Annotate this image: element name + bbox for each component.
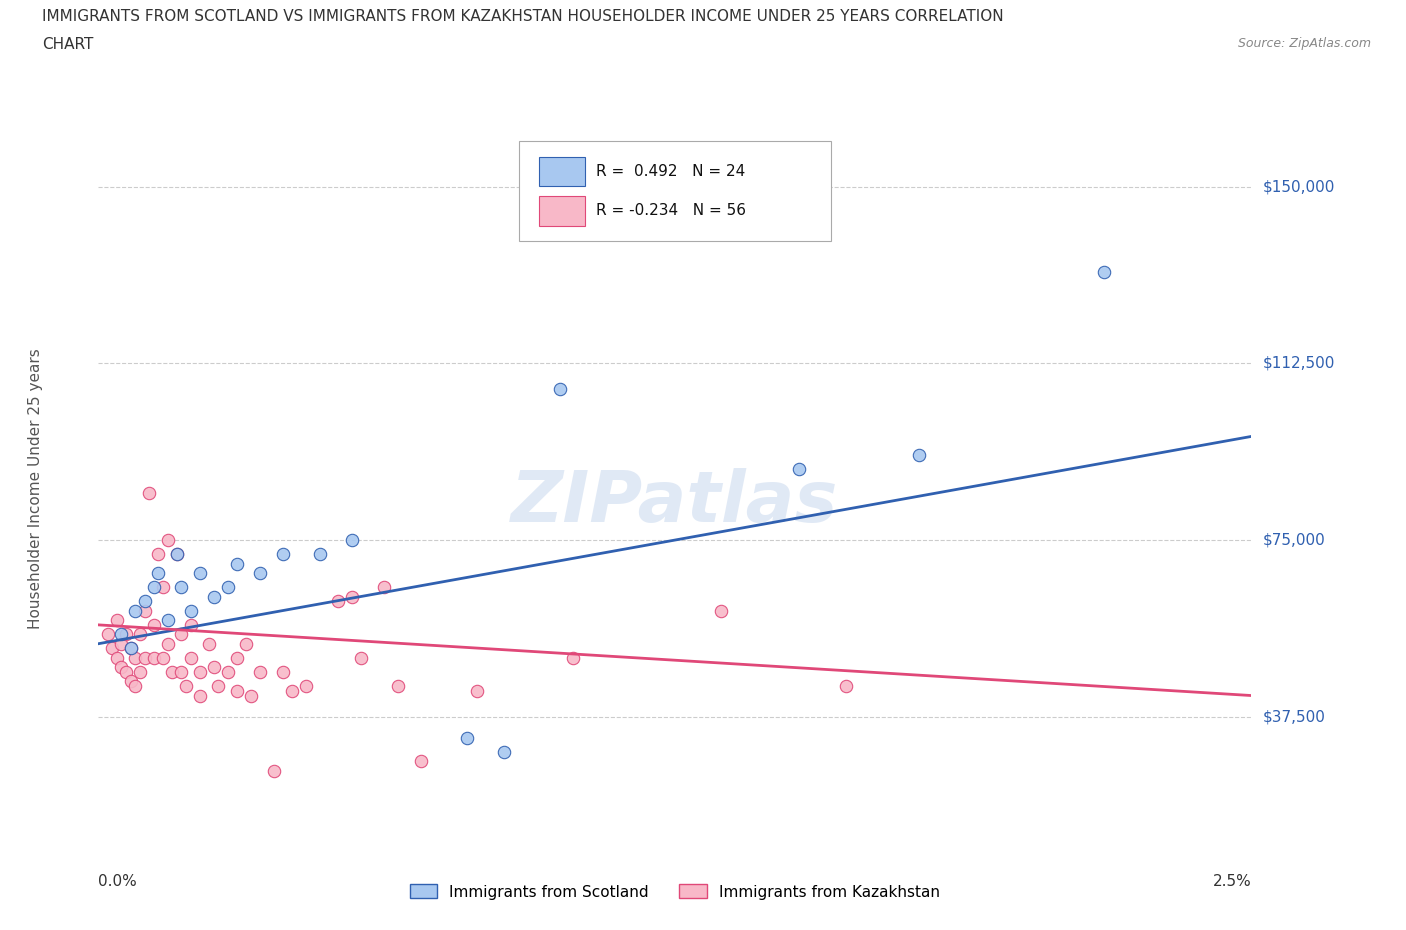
Point: [198, 636, 221, 651]
Point: [110, 660, 132, 675]
Point: [156, 613, 179, 628]
Point: [97, 627, 120, 642]
Point: [110, 627, 132, 642]
Point: [170, 627, 193, 642]
Point: [373, 579, 395, 594]
Point: [134, 594, 156, 609]
Point: [908, 448, 931, 463]
Point: [180, 604, 202, 618]
Point: [789, 462, 811, 477]
Point: [340, 590, 363, 604]
Point: [120, 641, 142, 656]
Point: [174, 679, 197, 694]
Point: [142, 650, 165, 665]
Point: [110, 636, 132, 651]
FancyBboxPatch shape: [538, 195, 585, 225]
Point: [105, 650, 128, 665]
Point: [562, 650, 585, 665]
Point: [124, 604, 146, 618]
Point: [129, 665, 152, 680]
Text: Householder Income Under 25 years: Householder Income Under 25 years: [28, 348, 42, 629]
Point: [350, 650, 373, 665]
Point: [120, 674, 142, 689]
Point: [295, 679, 318, 694]
Point: [156, 533, 179, 548]
Point: [411, 754, 433, 769]
Point: [202, 660, 225, 675]
Text: $150,000: $150,000: [1263, 179, 1334, 194]
Point: [148, 565, 170, 580]
Text: CHART: CHART: [42, 37, 94, 52]
Point: [105, 613, 128, 628]
Point: [235, 636, 257, 651]
Point: [152, 650, 174, 665]
Point: [166, 547, 188, 562]
Point: [134, 604, 156, 618]
Point: [170, 579, 193, 594]
Point: [217, 579, 239, 594]
Point: [308, 547, 330, 562]
Point: [124, 650, 146, 665]
Point: [129, 627, 152, 642]
Point: [1092, 264, 1115, 279]
Text: 0.0%: 0.0%: [98, 874, 138, 889]
FancyBboxPatch shape: [538, 156, 585, 186]
Legend: Immigrants from Scotland, Immigrants from Kazakhstan: Immigrants from Scotland, Immigrants fro…: [409, 884, 941, 899]
Point: [138, 485, 160, 500]
Point: [465, 684, 488, 698]
Point: [148, 547, 170, 562]
Point: [217, 665, 239, 680]
Point: [142, 579, 165, 594]
Point: [834, 679, 856, 694]
Point: [166, 547, 188, 562]
Point: [281, 684, 304, 698]
Point: [156, 636, 179, 651]
Point: [207, 679, 229, 694]
Point: [328, 594, 350, 609]
Text: ZIPatlas: ZIPatlas: [512, 468, 838, 537]
Point: [710, 604, 733, 618]
Point: [188, 565, 211, 580]
Point: [152, 579, 174, 594]
Point: [387, 679, 409, 694]
Point: [249, 565, 271, 580]
Point: [115, 665, 138, 680]
Point: [202, 590, 225, 604]
Text: Source: ZipAtlas.com: Source: ZipAtlas.com: [1237, 37, 1371, 50]
Point: [225, 650, 247, 665]
Point: [225, 684, 247, 698]
Point: [548, 382, 571, 397]
Point: [340, 533, 363, 548]
Text: 2.5%: 2.5%: [1212, 874, 1251, 889]
Point: [170, 665, 193, 680]
Point: [134, 650, 156, 665]
Text: $75,000: $75,000: [1263, 533, 1326, 548]
Text: $112,500: $112,500: [1263, 356, 1334, 371]
Point: [101, 641, 124, 656]
Point: [115, 627, 138, 642]
Point: [271, 547, 294, 562]
Point: [494, 745, 516, 760]
Point: [180, 618, 202, 632]
FancyBboxPatch shape: [519, 141, 831, 241]
Text: R =  0.492   N = 24: R = 0.492 N = 24: [596, 164, 745, 179]
Point: [160, 665, 183, 680]
Text: IMMIGRANTS FROM SCOTLAND VS IMMIGRANTS FROM KAZAKHSTAN HOUSEHOLDER INCOME UNDER : IMMIGRANTS FROM SCOTLAND VS IMMIGRANTS F…: [42, 9, 1004, 24]
Point: [142, 618, 165, 632]
Point: [225, 556, 247, 571]
Point: [180, 650, 202, 665]
Text: $37,500: $37,500: [1263, 710, 1326, 724]
Point: [456, 730, 478, 745]
Text: R = -0.234   N = 56: R = -0.234 N = 56: [596, 203, 747, 219]
Point: [188, 688, 211, 703]
Point: [120, 641, 142, 656]
Point: [271, 665, 294, 680]
Point: [263, 764, 285, 778]
Point: [124, 679, 146, 694]
Point: [249, 665, 271, 680]
Point: [188, 665, 211, 680]
Point: [239, 688, 262, 703]
